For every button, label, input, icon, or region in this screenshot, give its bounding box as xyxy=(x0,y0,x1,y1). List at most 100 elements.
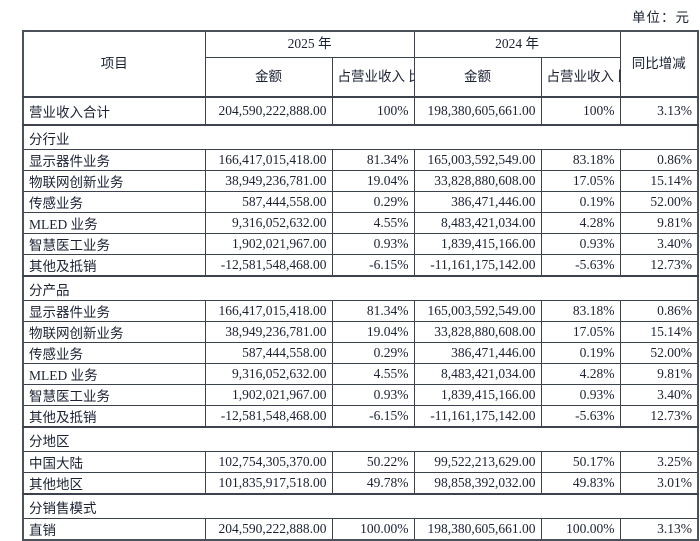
share-2024-cell: 0.19% xyxy=(540,342,621,364)
table-row: 传感业务 587,444,558.00 0.29% 386,471,446.00 0.1… xyxy=(22,191,699,213)
amount-2025-cell: 1,902,021,967.00 xyxy=(204,384,333,406)
amount-2025-cell: 101,835,917,518.00 xyxy=(204,472,333,495)
table-row: MLED 业务 9,316,052,632.00 4.55% 8,483,421,03… xyxy=(22,363,699,385)
amount-2024-cell: 8,483,421,034.00 xyxy=(413,363,542,385)
share-2024-cell: 83.18% xyxy=(540,149,621,171)
amount-2024-cell: 1,839,415,166.00 xyxy=(413,384,542,406)
share-2025-cell: 100% xyxy=(331,96,415,126)
share-2024-cell: 83.18% xyxy=(540,300,621,322)
table-row: 物联网创新业务 38,949,236,781.00 19.04% 33,828,880… xyxy=(22,170,699,192)
table-row: 其他地区 101,835,917,518.00 49.78% 98,858,392,0… xyxy=(22,472,699,495)
table-row: 显示器件业务 166,417,015,418.00 81.34% 165,003,59… xyxy=(22,149,699,171)
yoy-cell: 15.14% xyxy=(619,321,699,343)
row-label: 传感业务 xyxy=(22,191,206,213)
share-2025-cell: 49.78% xyxy=(331,472,415,495)
row-label: 营业收入合计 xyxy=(22,96,206,126)
amount-2024-cell: 165,003,592,549.00 xyxy=(413,300,542,322)
share-2025-cell: 81.34% xyxy=(331,149,415,171)
share-2024-cell: 0.93% xyxy=(540,233,621,255)
row-label: 物联网创新业务 xyxy=(22,170,206,192)
table-row: 显示器件业务 166,417,015,418.00 81.34% 165,003,59… xyxy=(22,300,699,322)
amount-2024-cell: 198,380,605,661.00 xyxy=(413,518,542,541)
yoy-cell: 15.14% xyxy=(619,170,699,192)
col-header-yoy: 同比增减 xyxy=(619,30,699,98)
share-2025-cell: 0.29% xyxy=(331,191,415,213)
table-header: 项目 2025 年 2024 年 同比增减 金额 占营业收入 比重 金额 占营业… xyxy=(22,30,699,98)
col-header-2025: 2025 年 xyxy=(204,30,415,58)
col-header-share-2025: 占营业收入 比重 xyxy=(331,57,415,98)
yoy-cell: 0.86% xyxy=(619,300,699,322)
amount-2024-cell: 165,003,592,549.00 xyxy=(413,149,542,171)
amount-2025-cell: 204,590,222,888.00 xyxy=(204,518,333,541)
yoy-cell: 12.73% xyxy=(619,405,699,428)
amount-2024-cell: 33,828,880,608.00 xyxy=(413,321,542,343)
yoy-cell: 3.01% xyxy=(619,472,699,495)
amount-2024-cell: 386,471,446.00 xyxy=(413,342,542,364)
header-row-subcols: 金额 占营业收入 比重 金额 占营业收入 比重 xyxy=(23,57,698,98)
row-label: 智慧医工业务 xyxy=(22,233,206,255)
table-row: MLED 业务 9,316,052,632.00 4.55% 8,483,421,03… xyxy=(22,212,699,234)
amount-2025-cell: 166,417,015,418.00 xyxy=(204,149,333,171)
yoy-cell: 3.13% xyxy=(619,96,699,126)
table-row: 其他及抵销 -12,581,548,468.00 -6.15% -11,161,175… xyxy=(22,405,699,428)
row-label: 显示器件业务 xyxy=(22,149,206,171)
revenue-breakdown-table: 项目 2025 年 2024 年 同比增减 金额 占营业收入 比重 金额 占营业… xyxy=(22,30,699,541)
share-2025-cell: 0.93% xyxy=(331,384,415,406)
amount-2024-cell: -11,161,175,142.00 xyxy=(413,254,542,277)
yoy-cell: 9.81% xyxy=(619,212,699,234)
share-2025-cell: 19.04% xyxy=(331,170,415,192)
amount-2025-cell: -12,581,548,468.00 xyxy=(204,254,333,277)
yoy-cell: 3.13% xyxy=(619,518,699,541)
section-row: 分销售模式 xyxy=(22,493,699,519)
amount-2024-cell: 99,522,213,629.00 xyxy=(413,451,542,473)
share-2025-cell: 19.04% xyxy=(331,321,415,343)
share-2025-cell: 100.00% xyxy=(331,518,415,541)
yoy-cell: 3.25% xyxy=(619,451,699,473)
amount-2025-cell: 587,444,558.00 xyxy=(204,191,333,213)
share-2024-cell: 4.28% xyxy=(540,363,621,385)
amount-2024-cell: 33,828,880,608.00 xyxy=(413,170,542,192)
yoy-cell: 0.86% xyxy=(619,149,699,171)
section-label: 分销售模式 xyxy=(22,493,699,519)
section-label: 分行业 xyxy=(22,124,699,150)
share-2024-cell: 0.19% xyxy=(540,191,621,213)
row-label: 直销 xyxy=(22,518,206,541)
share-2024-cell: 4.28% xyxy=(540,212,621,234)
col-header-item: 项目 xyxy=(22,30,206,98)
section-row: 分地区 xyxy=(22,426,699,452)
amount-2024-cell: 8,483,421,034.00 xyxy=(413,212,542,234)
share-2025-cell: 50.22% xyxy=(331,451,415,473)
share-2024-cell: 100% xyxy=(540,96,621,126)
row-label: 智慧医工业务 xyxy=(22,384,206,406)
row-label: 物联网创新业务 xyxy=(22,321,206,343)
amount-2025-cell: 166,417,015,418.00 xyxy=(204,300,333,322)
share-2024-cell: -5.63% xyxy=(540,405,621,428)
yoy-cell: 52.00% xyxy=(619,191,699,213)
share-2025-cell: -6.15% xyxy=(331,405,415,428)
table-row: 传感业务 587,444,558.00 0.29% 386,471,446.00 0.1… xyxy=(22,342,699,364)
table-row: 物联网创新业务 38,949,236,781.00 19.04% 33,828,880… xyxy=(22,321,699,343)
amount-2025-cell: 38,949,236,781.00 xyxy=(204,321,333,343)
section-label: 分产品 xyxy=(22,275,699,301)
section-label: 分地区 xyxy=(22,426,699,452)
amount-2024-cell: 1,839,415,166.00 xyxy=(413,233,542,255)
col-header-amount-2025: 金额 xyxy=(204,57,333,98)
amount-2025-cell: 9,316,052,632.00 xyxy=(204,363,333,385)
table-row: 智慧医工业务 1,902,021,967.00 0.93% 1,839,415,166… xyxy=(22,233,699,255)
col-header-2024: 2024 年 xyxy=(413,30,621,58)
share-2024-cell: -5.63% xyxy=(540,254,621,277)
share-2024-cell: 17.05% xyxy=(540,170,621,192)
share-2025-cell: 4.55% xyxy=(331,212,415,234)
share-2024-cell: 17.05% xyxy=(540,321,621,343)
table-row: 直销 204,590,222,888.00 100.00% 198,380,605,6… xyxy=(22,518,699,541)
amount-2025-cell: 102,754,305,370.00 xyxy=(204,451,333,473)
header-row-years: 项目 2025 年 2024 年 同比增减 xyxy=(22,30,699,98)
table-row: 其他及抵销 -12,581,548,468.00 -6.15% -11,161,175… xyxy=(22,254,699,277)
share-2025-cell: 0.93% xyxy=(331,233,415,255)
table-row: 智慧医工业务 1,902,021,967.00 0.93% 1,839,415,166… xyxy=(22,384,699,406)
share-2025-cell: -6.15% xyxy=(331,254,415,277)
amount-2025-cell: 38,949,236,781.00 xyxy=(204,170,333,192)
row-label: 其他及抵销 xyxy=(22,405,206,428)
section-row: 分产品 xyxy=(22,275,699,301)
amount-2024-cell: 386,471,446.00 xyxy=(413,191,542,213)
